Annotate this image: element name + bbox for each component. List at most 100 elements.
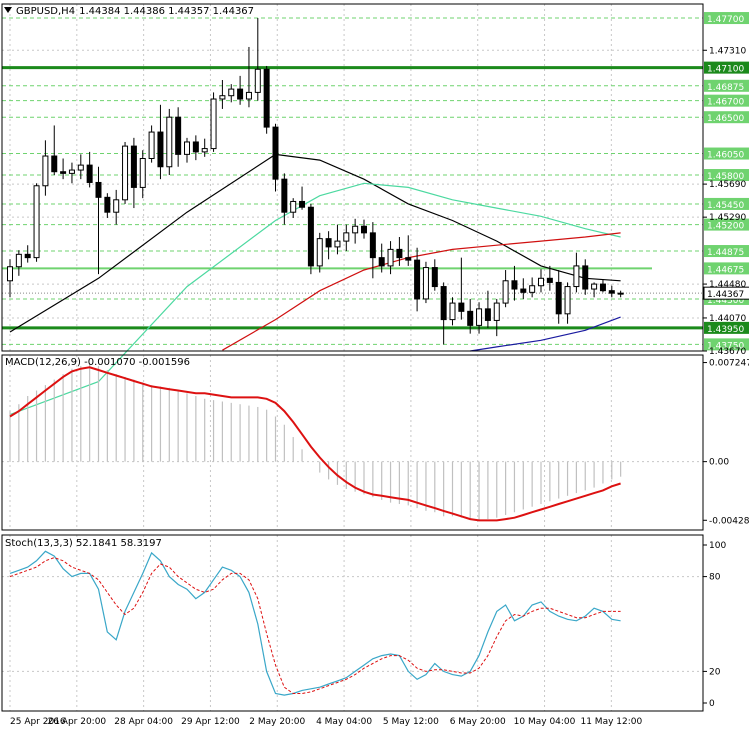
current-price-label: 1.44367	[707, 290, 744, 300]
candle-body	[272, 126, 279, 180]
candle-body	[219, 95, 226, 100]
candle-body	[228, 88, 235, 97]
candle-body	[378, 257, 385, 267]
panel-frame-0	[1, 3, 704, 352]
symbol-title: GBPUSD,H4 1.44384 1.44386 1.44357 1.44367	[16, 6, 254, 17]
candle-body	[175, 116, 182, 155]
candle-body	[42, 155, 49, 187]
candle-body	[15, 253, 22, 268]
candle-body	[254, 68, 261, 93]
candle-body	[484, 308, 491, 321]
panel-frame-2	[1, 534, 704, 712]
candle-body	[299, 200, 306, 208]
candle-body	[555, 281, 562, 315]
candle-body	[352, 225, 359, 234]
candle-body	[60, 171, 67, 174]
candle-body	[68, 169, 75, 174]
level-label-box	[704, 111, 749, 124]
candle-body	[113, 199, 120, 213]
candle-body	[263, 68, 270, 128]
stoch-tick-label: 80	[709, 573, 721, 583]
macd-plot: 0.007247 0.00 -0.004289	[2, 359, 749, 526]
level-label-box	[704, 147, 749, 160]
macd-tick-label: -0.004289	[709, 516, 749, 526]
candle-body	[396, 248, 403, 259]
price-tick-label: 1.45690	[709, 180, 746, 190]
candle-body	[564, 286, 571, 315]
level-label-box	[704, 169, 749, 182]
candle-body	[95, 181, 102, 198]
x-tick-label: 28 Apr 04:00	[114, 717, 173, 727]
macd-signal-line	[9, 366, 621, 522]
candle-body	[387, 248, 394, 267]
moving-average-line-0	[9, 153, 621, 333]
moving-averages	[9, 153, 621, 416]
candle-body	[7, 266, 13, 282]
moving-average-line-3	[470, 316, 621, 352]
level-label-box	[704, 79, 749, 92]
candle-body	[184, 141, 190, 155]
candle-body	[538, 277, 544, 287]
level-label-box	[704, 12, 749, 25]
candle-body	[148, 131, 155, 159]
level-label: 1.46875	[707, 83, 744, 93]
candle-body	[449, 302, 456, 321]
x-tick-label: 10 May 04:00	[514, 717, 576, 727]
candle-body	[608, 290, 615, 294]
level-label: 1.45800	[707, 172, 744, 182]
level-label-box	[704, 61, 749, 74]
stoch-plot: 100 80 20 0	[2, 541, 726, 709]
price-tick-label: 1.45290	[709, 213, 746, 223]
candle-body	[361, 225, 367, 234]
level-label-box	[704, 94, 749, 107]
x-tick-label: 11 May 12:00	[580, 717, 642, 727]
candle-body	[24, 253, 31, 259]
candle-body	[139, 157, 146, 188]
level-label: 1.46050	[707, 151, 744, 161]
stoch-tick-label: 100	[709, 541, 726, 551]
candle-body	[237, 88, 244, 100]
level-label: 1.47100	[707, 65, 744, 75]
candle-body	[467, 310, 474, 326]
candle-body	[573, 265, 580, 288]
stoch-tick-label: 20	[709, 667, 721, 677]
x-tick-label: 26 Apr 20:00	[47, 717, 106, 727]
x-tick-label: 4 May 04:00	[316, 717, 372, 727]
stoch-signal-line	[9, 557, 621, 694]
stoch-main-line	[9, 550, 621, 696]
candle-body	[582, 265, 589, 290]
candle-body	[325, 238, 332, 248]
price-tick-label: 1.43670	[709, 347, 746, 357]
candle-body	[307, 206, 314, 267]
candle-body	[192, 141, 199, 153]
level-label-box	[704, 338, 749, 351]
panel-titles: GBPUSD,H4 1.44384 1.44386 1.44357 1.44367…	[4, 6, 254, 549]
price-tick-label: 1.44070	[709, 314, 746, 324]
candle-body	[245, 91, 252, 100]
candlesticks	[7, 18, 624, 345]
candle-body	[290, 200, 297, 213]
triangle-down-icon[interactable]	[4, 7, 12, 13]
candle-body	[316, 238, 323, 267]
price-tick-label: 1.44480	[709, 280, 746, 290]
x-tick-label: 2 May 20:00	[249, 717, 305, 727]
candle-body	[104, 196, 111, 213]
macd-tick-label: 0.00	[709, 458, 729, 468]
candle-body	[617, 292, 624, 295]
candle-body	[122, 145, 129, 201]
candle-body	[502, 280, 509, 304]
panel-frame-1	[1, 354, 704, 531]
candle-body	[529, 285, 536, 293]
moving-average-line-2	[222, 232, 621, 351]
x-tick-label: 29 Apr 12:00	[181, 717, 240, 727]
candle-body	[440, 286, 447, 321]
current-price-box	[703, 286, 749, 300]
level-label-box	[704, 245, 749, 258]
candle-body	[458, 302, 465, 312]
candle-body	[511, 280, 518, 290]
candle-body	[33, 185, 40, 259]
level-label: 1.47700	[707, 15, 744, 25]
stoch-tick-label: 0	[709, 699, 715, 709]
level-label-box	[704, 262, 749, 275]
